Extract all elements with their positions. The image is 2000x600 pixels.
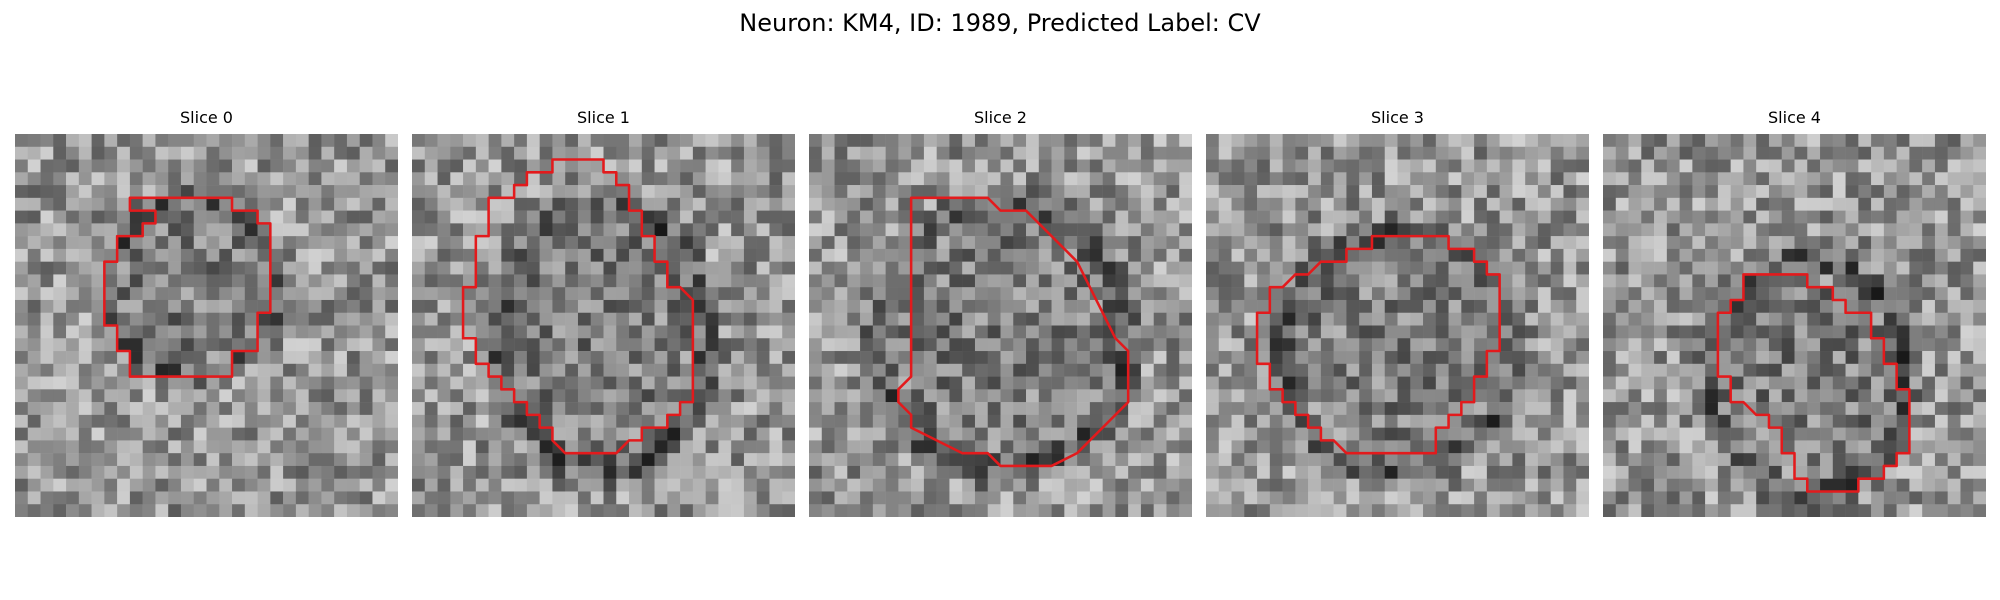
slice-title-4: Slice 4 — [1768, 108, 1821, 127]
slice-image-3 — [1206, 134, 1589, 517]
figure-title: Neuron: KM4, ID: 1989, Predicted Label: … — [739, 9, 1261, 37]
slice-title-1: Slice 1 — [577, 108, 630, 127]
slice-title-3: Slice 3 — [1371, 108, 1424, 127]
slice-image-1 — [412, 134, 795, 517]
contour-outline — [897, 196, 1130, 468]
slice-title-0: Slice 0 — [180, 108, 233, 127]
contour-outline — [1716, 273, 1911, 493]
slice-image-4 — [1603, 134, 1986, 517]
slice-image-2 — [809, 134, 1192, 517]
contour-outline — [1255, 234, 1501, 455]
contour-outline — [103, 196, 272, 378]
slice-title-2: Slice 2 — [974, 108, 1027, 127]
contour-outline — [461, 158, 695, 455]
slice-image-0 — [15, 134, 398, 517]
